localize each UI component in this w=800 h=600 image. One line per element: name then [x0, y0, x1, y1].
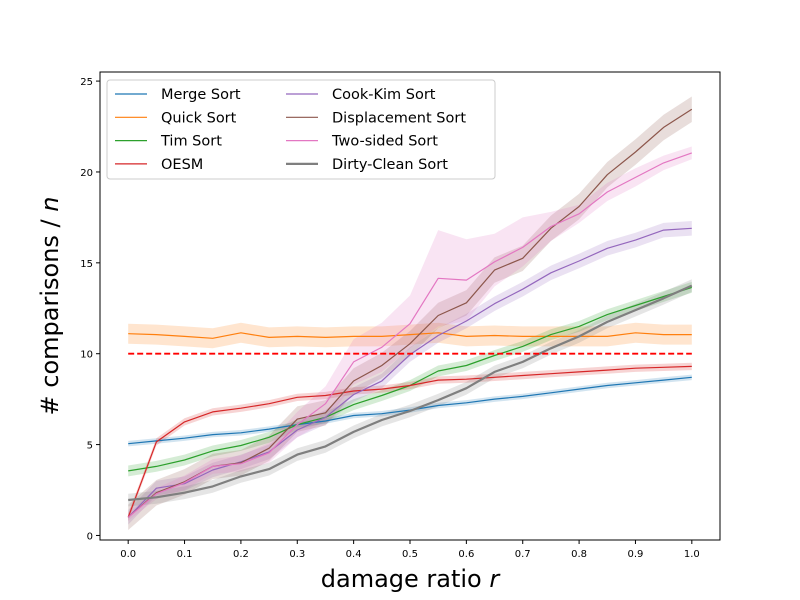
x-axis: 0.0 0.1 0.2 0.3 0.4 0.5 0.6 0.7 0.8 0.9 1.0: [120, 540, 700, 560]
band-quick-sort: [128, 322, 692, 349]
x-tick-label: 0.3: [289, 549, 305, 560]
legend-label-cook-kim-sort: Cook-Kim Sort: [332, 87, 436, 103]
line-quick-sort: [128, 332, 692, 339]
line-dirty-clean-sort: [128, 284, 693, 502]
x-tick-label: 0.4: [346, 549, 362, 560]
band-displacement-sort: [128, 96, 692, 530]
x-tick-label: 0.5: [402, 549, 418, 560]
y-tick-label: 0: [87, 531, 93, 542]
legend-label-quick-sort: Quick Sort: [161, 110, 237, 126]
x-tick-label: 0.0: [120, 549, 136, 560]
x-tick-label: 0.9: [628, 549, 644, 560]
series-lines: [127, 108, 693, 518]
y-tick-label: 5: [87, 441, 93, 452]
x-tick-label: 0.8: [571, 549, 587, 560]
legend-label-tim-sort: Tim Sort: [160, 134, 222, 150]
x-tick-label: 1.0: [684, 549, 700, 560]
x-tick-label: 0.1: [177, 549, 193, 560]
legend: Merge Sort Quick Sort Tim Sort OESM Cook-Kim…: [106, 79, 496, 180]
y-tick-label: 20: [80, 168, 93, 179]
x-axis-label: damage ratio r: [321, 565, 502, 593]
legend-label-oesm: OESM: [161, 157, 203, 173]
legend-label-dirty-clean-sort: Dirty-Clean Sort: [332, 157, 448, 173]
y-axis: 0 5 10 15 20 25: [80, 77, 100, 542]
band-two-sided-sort: [128, 146, 692, 521]
line-oesm: [127, 365, 692, 518]
band-oesm: [128, 362, 692, 521]
y-axis-label: # comparisons / n: [36, 197, 64, 416]
line-two-sided-sort: [127, 152, 693, 518]
legend-label-merge-sort: Merge Sort: [161, 87, 241, 103]
legend-label-displacement-sort: Displacement Sort: [332, 110, 466, 126]
legend-box: [106, 79, 496, 180]
band-tim-sort: [128, 281, 692, 477]
x-tick-label: 0.6: [458, 549, 474, 560]
legend-label-two-sided-sort: Two-sided Sort: [331, 134, 438, 150]
x-tick-label: 0.7: [515, 549, 531, 560]
x-tick-label: 0.2: [233, 549, 249, 560]
y-tick-label: 15: [80, 259, 93, 270]
y-tick-label: 10: [80, 350, 93, 361]
y-tick-label: 25: [80, 77, 93, 88]
